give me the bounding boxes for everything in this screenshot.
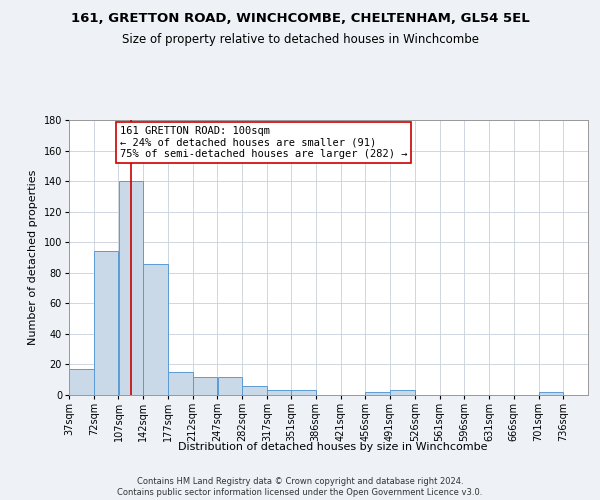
Bar <box>193 376 217 395</box>
Bar <box>539 392 563 395</box>
Bar <box>390 390 415 395</box>
Bar <box>69 369 94 395</box>
Text: Size of property relative to detached houses in Winchcombe: Size of property relative to detached ho… <box>121 32 479 46</box>
Bar <box>218 376 242 395</box>
Bar <box>365 392 390 395</box>
Text: 161 GRETTON ROAD: 100sqm
← 24% of detached houses are smaller (91)
75% of semi-d: 161 GRETTON ROAD: 100sqm ← 24% of detach… <box>120 126 407 160</box>
Text: Distribution of detached houses by size in Winchcombe: Distribution of detached houses by size … <box>178 442 488 452</box>
Bar <box>242 386 267 395</box>
Bar <box>94 252 118 395</box>
Text: Contains HM Land Registry data © Crown copyright and database right 2024.
Contai: Contains HM Land Registry data © Crown c… <box>118 478 482 497</box>
Bar <box>291 390 316 395</box>
Bar <box>267 390 292 395</box>
Y-axis label: Number of detached properties: Number of detached properties <box>28 170 38 345</box>
Bar <box>143 264 168 395</box>
Text: 161, GRETTON ROAD, WINCHCOMBE, CHELTENHAM, GL54 5EL: 161, GRETTON ROAD, WINCHCOMBE, CHELTENHA… <box>71 12 529 26</box>
Bar <box>119 181 143 395</box>
Bar <box>168 372 193 395</box>
